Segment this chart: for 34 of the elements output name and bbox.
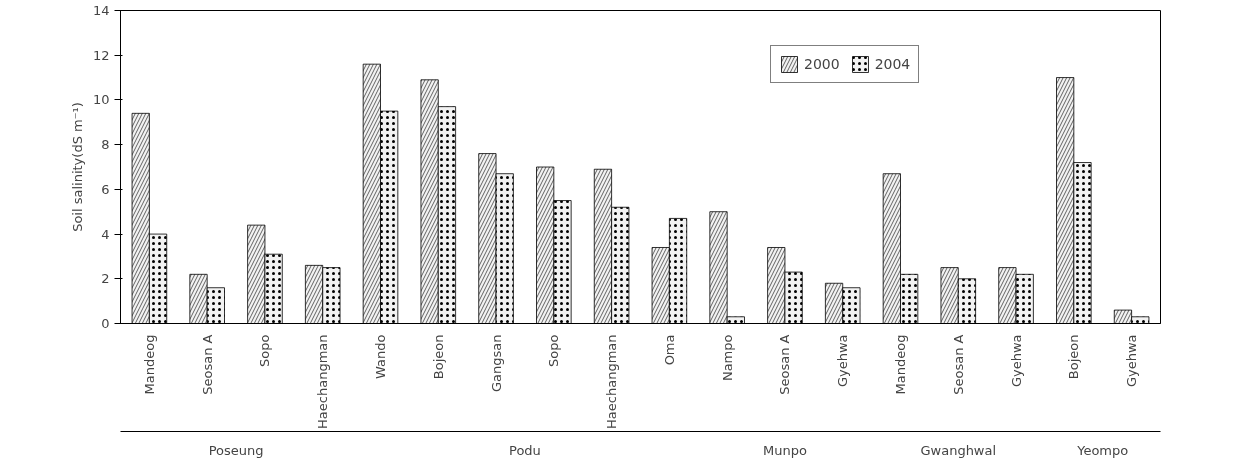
- x-tick-label: Sopo: [257, 334, 273, 367]
- x-tick-label: Gyehwa: [1008, 334, 1024, 388]
- y-tick-label: 14: [92, 3, 110, 18]
- x-tick-label: Gyehwa: [1124, 334, 1140, 388]
- x-tick-label: Mandeog: [141, 334, 157, 395]
- text: Munpo: [762, 442, 807, 458]
- text: Podu: [509, 442, 541, 458]
- x-tick-label: Nampo: [719, 334, 735, 382]
- x-tick-label: Haechangman: [315, 334, 331, 429]
- y-tick-label: 2: [101, 271, 110, 287]
- x-tick-label: Sopo: [546, 334, 562, 367]
- text: Poseung: [208, 442, 264, 458]
- x-tick-label: Gangsan: [488, 334, 504, 393]
- x-tick-label: Wando: [373, 334, 388, 379]
- y-tick-label: 4: [101, 226, 110, 242]
- legend-label: 2004: [874, 56, 911, 72]
- x-tick-label: Mandeog: [893, 334, 908, 395]
- x-tick-label: Seosan A: [199, 334, 215, 395]
- x-tick-label: Seosan A: [950, 334, 966, 395]
- x-tick-label: Haechangman: [604, 334, 620, 429]
- y-tick-label: 10: [92, 92, 110, 108]
- x-tick-label: Seosan A: [777, 334, 793, 395]
- y-tick-label: 0: [101, 316, 110, 331]
- x-tick-label: Gyehwa: [835, 334, 851, 388]
- y-tick-label: 6: [101, 181, 110, 197]
- x-tick-label: Oma: [661, 334, 677, 366]
- y-tick-label: 12: [92, 47, 110, 63]
- text: Gwanghwal: [920, 442, 997, 458]
- y-tick-label: 8: [101, 137, 110, 153]
- text: Yeompo: [1076, 442, 1129, 458]
- x-tick-label: Bojeon: [430, 334, 446, 380]
- x-tick-label: Bojeon: [1066, 334, 1082, 380]
- y-axis-title: Soil salinity(dS m⁻¹): [69, 102, 85, 232]
- legend-label: 2000: [804, 56, 840, 72]
